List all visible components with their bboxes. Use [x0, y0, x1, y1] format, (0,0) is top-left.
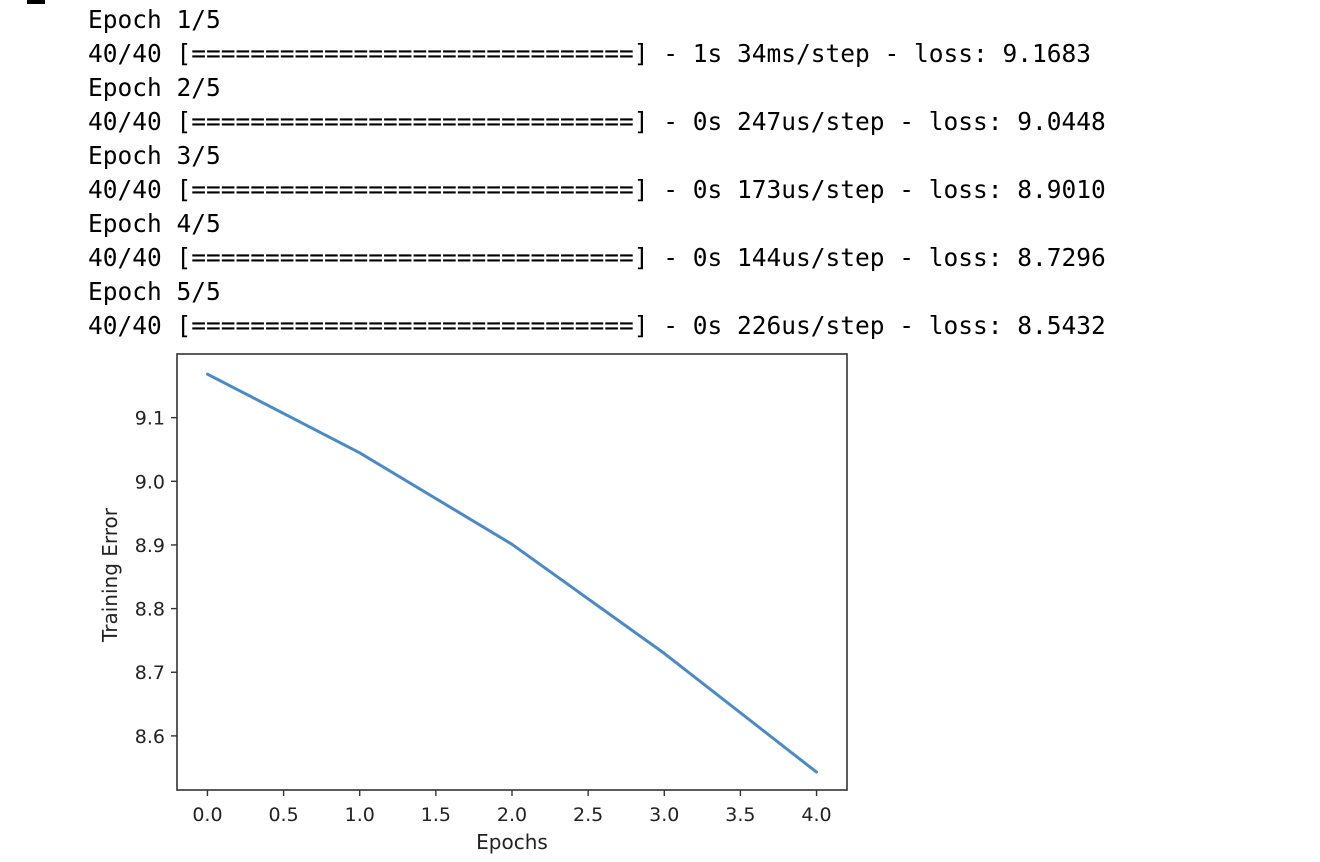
x-tick-label: 0.0 — [192, 804, 222, 826]
x-tick-label: 2.0 — [497, 804, 527, 826]
y-axis-label: Training Error — [98, 507, 122, 643]
y-tick-label: 8.9 — [135, 535, 165, 557]
x-tick-label: 4.0 — [801, 804, 831, 826]
log-line: 40/40 [==============================] -… — [88, 175, 1106, 204]
y-tick-label: 9.1 — [135, 408, 165, 430]
log-line: Epoch 5/5 — [88, 277, 221, 306]
log-line: Epoch 1/5 — [88, 5, 221, 34]
x-axis-label: Epochs — [476, 830, 548, 854]
log-line: 40/40 [==============================] -… — [88, 243, 1106, 272]
cell-marker — [27, 0, 45, 4]
series-line — [206, 372, 818, 774]
y-tick-label: 8.8 — [135, 599, 165, 621]
y-tick-label: 9.0 — [135, 471, 165, 493]
x-tick-label: 3.5 — [725, 804, 755, 826]
x-tick-label: 3.0 — [649, 804, 679, 826]
x-tick-label: 1.0 — [345, 804, 375, 826]
y-tick-label: 8.6 — [135, 726, 165, 748]
log-line: Epoch 4/5 — [88, 209, 221, 238]
log-line: Epoch 3/5 — [88, 141, 221, 170]
training-log: Epoch 1/5 40/40 [========================… — [88, 3, 1106, 343]
log-line: 40/40 [==============================] -… — [88, 311, 1106, 340]
x-tick-label: 1.5 — [421, 804, 451, 826]
log-line: 40/40 [==============================] -… — [88, 39, 1092, 68]
x-tick-label: 0.5 — [268, 804, 298, 826]
log-line: 40/40 [==============================] -… — [88, 107, 1106, 136]
plot-frame — [176, 353, 848, 791]
log-line: Epoch 2/5 — [88, 73, 221, 102]
x-tick-label: 2.5 — [573, 804, 603, 826]
y-tick-label: 8.7 — [135, 662, 165, 684]
